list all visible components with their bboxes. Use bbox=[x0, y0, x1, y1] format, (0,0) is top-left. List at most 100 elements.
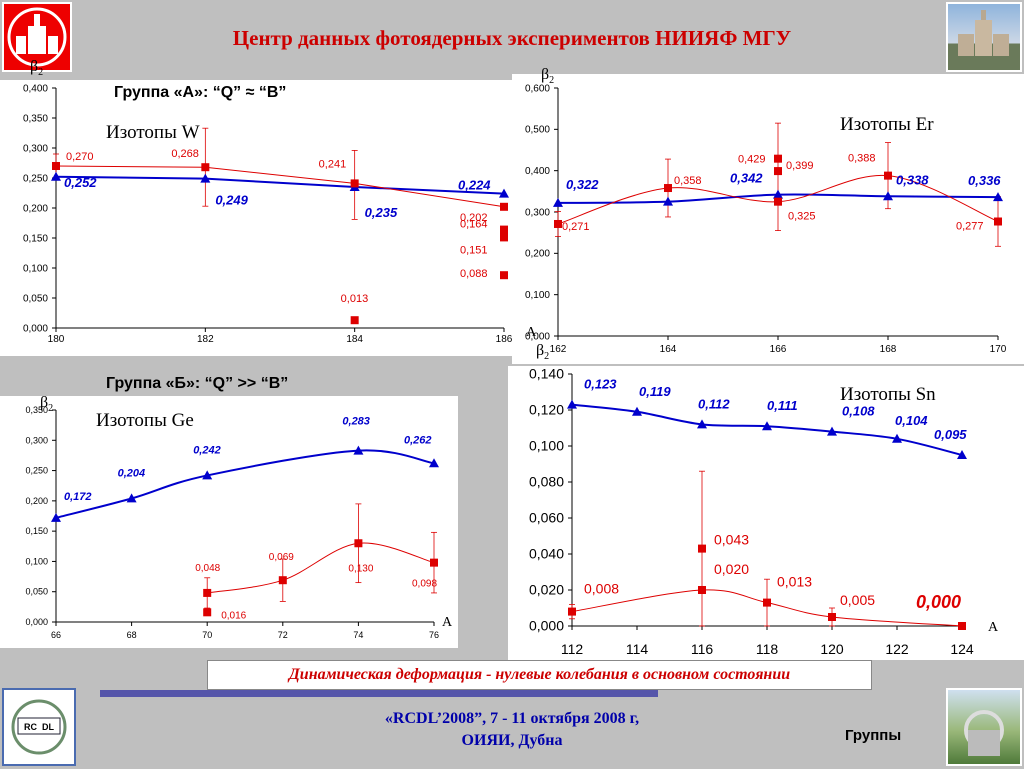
data-point-square bbox=[698, 586, 706, 594]
red-data-label: 0,008 bbox=[584, 581, 619, 597]
red-data-label: 0,013 bbox=[341, 293, 369, 305]
isotope-title-sn: Изотопы Sn bbox=[840, 384, 936, 405]
chart-sn: 0,000 0,020 0,040 0,060 0,080 0,100 0,120 0,140… bbox=[529, 366, 974, 657]
axis-a-er: A bbox=[526, 325, 537, 340]
y-tick-label: 0,100 bbox=[529, 438, 564, 454]
x-tick-label: 118 bbox=[756, 641, 779, 657]
chart-er: 0,000 0,100 0,200 0,300 0,400 0,500 0,600 162 16… bbox=[525, 83, 1007, 355]
data-point-square bbox=[350, 179, 359, 188]
red-data-label: 0,043 bbox=[714, 532, 749, 548]
y-tick-label: 0,300 bbox=[25, 435, 48, 445]
beta-label-ge: β2 bbox=[40, 394, 53, 414]
section-label: Группы bbox=[845, 727, 902, 744]
blue-data-label: 0,235 bbox=[365, 205, 398, 220]
data-point-triangle bbox=[200, 173, 211, 183]
red-data-label: 0,202 bbox=[460, 212, 488, 224]
x-tick-label: 122 bbox=[885, 641, 909, 657]
y-tick-label: 0,300 bbox=[525, 207, 550, 218]
y-tick-label: 0,120 bbox=[529, 402, 564, 418]
data-point-triangle bbox=[126, 493, 137, 503]
y-tick-label: 0,050 bbox=[23, 293, 48, 304]
blue-series-line bbox=[55, 175, 505, 195]
blue-data-label: 0,262 bbox=[404, 434, 432, 446]
data-point-triangle bbox=[202, 470, 213, 480]
group-a-label: Группа «А»: “Q” ≈ “B” bbox=[114, 84, 287, 101]
data-point-triangle bbox=[499, 188, 509, 198]
blue-data-label: 0,119 bbox=[639, 384, 671, 399]
y-tick-label: 0,020 bbox=[529, 582, 564, 598]
blue-data-label: 0,249 bbox=[215, 193, 248, 208]
data-point-triangle bbox=[663, 196, 673, 206]
x-tick-label: 66 bbox=[51, 630, 61, 640]
y-tick-label: 0,250 bbox=[25, 466, 48, 476]
blue-data-label: 0,283 bbox=[342, 416, 370, 428]
tower-photo-icon bbox=[958, 10, 1009, 56]
y-tick-label: 0,140 bbox=[529, 366, 564, 382]
conference-line-1: «RCDL’2008”, 7 - 11 октября 2008 г, bbox=[384, 710, 640, 727]
isotope-title-er: Изотопы Er bbox=[840, 114, 934, 135]
x-tick-label: 116 bbox=[691, 641, 714, 657]
data-point-square bbox=[774, 154, 782, 163]
rcdl-emblem-icon: RC DL bbox=[11, 699, 67, 755]
y-tick-label: 0,400 bbox=[23, 83, 48, 94]
data-point-triangle bbox=[429, 458, 439, 468]
blue-data-label: 0,342 bbox=[730, 171, 763, 186]
blue-data-label: 0,112 bbox=[698, 396, 730, 411]
msu-logo bbox=[2, 2, 72, 72]
y-tick-label: 0,080 bbox=[529, 474, 564, 490]
red-data-label: 0,048 bbox=[195, 563, 220, 574]
data-point-square bbox=[500, 233, 508, 242]
x-tick-label: 182 bbox=[197, 334, 214, 345]
x-tick-label: 72 bbox=[278, 630, 288, 640]
data-point-square bbox=[884, 171, 892, 180]
y-tick-label: 0,200 bbox=[525, 249, 550, 260]
x-tick-label: 166 bbox=[770, 344, 787, 355]
beta-index: 2 bbox=[48, 403, 54, 415]
red-data-label: 0,020 bbox=[714, 561, 749, 577]
blue-data-label: 0,172 bbox=[64, 491, 92, 503]
data-point-square bbox=[500, 202, 508, 211]
x-tick-label: 114 bbox=[626, 641, 649, 657]
data-point-square bbox=[278, 576, 287, 585]
data-point-triangle bbox=[553, 197, 563, 207]
data-point-triangle bbox=[773, 189, 783, 199]
y-tick-label: 0,100 bbox=[23, 263, 48, 274]
x-tick-label: 70 bbox=[202, 630, 212, 640]
blue-data-label: 0,252 bbox=[64, 175, 97, 190]
chart-ge: 0,000 0,050 0,100 0,150 0,200 0,250 0,300 0,350… bbox=[25, 405, 439, 640]
data-point-square bbox=[203, 608, 212, 617]
data-point-triangle bbox=[567, 399, 577, 409]
y-tick-label: 0,040 bbox=[529, 546, 564, 562]
data-point-square bbox=[354, 539, 363, 548]
blue-data-label: 0,108 bbox=[842, 404, 875, 419]
axis-a-ge: A bbox=[442, 615, 453, 630]
x-tick-label: 74 bbox=[353, 630, 363, 640]
x-tick-label: 180 bbox=[48, 334, 65, 345]
chart-panel-ge: 0,000 0,050 0,100 0,150 0,200 0,250 0,300 0,350… bbox=[0, 396, 458, 648]
x-tick-label: 68 bbox=[127, 630, 137, 640]
red-data-label: 0,388 bbox=[848, 153, 876, 165]
y-tick-label: 0,050 bbox=[25, 587, 48, 597]
red-data-label: 0,268 bbox=[171, 148, 199, 160]
red-series-line bbox=[55, 165, 505, 208]
data-point-triangle bbox=[632, 406, 642, 416]
red-data-label: 0,000 bbox=[916, 592, 961, 612]
data-point-triangle bbox=[827, 426, 837, 436]
axis-a-sn: A bbox=[988, 620, 999, 635]
data-point-triangle bbox=[51, 512, 61, 522]
red-data-label: 0,130 bbox=[348, 563, 373, 574]
university-photo bbox=[946, 2, 1022, 72]
data-point-square bbox=[994, 217, 1002, 226]
blue-data-label: 0,104 bbox=[895, 413, 928, 428]
isotope-title-w: Изотопы W bbox=[106, 122, 200, 143]
jinr-photo bbox=[946, 688, 1022, 766]
blue-data-label: 0,338 bbox=[896, 172, 929, 187]
red-data-label: 0,005 bbox=[840, 592, 875, 608]
blue-data-label: 0,095 bbox=[934, 427, 967, 442]
x-tick-label: 124 bbox=[950, 641, 974, 657]
red-data-label: 0,069 bbox=[269, 552, 294, 563]
blue-series-line bbox=[55, 449, 435, 519]
data-point-square bbox=[568, 607, 576, 616]
y-tick-label: 0,500 bbox=[525, 125, 550, 136]
y-tick-label: 0,200 bbox=[23, 203, 48, 214]
